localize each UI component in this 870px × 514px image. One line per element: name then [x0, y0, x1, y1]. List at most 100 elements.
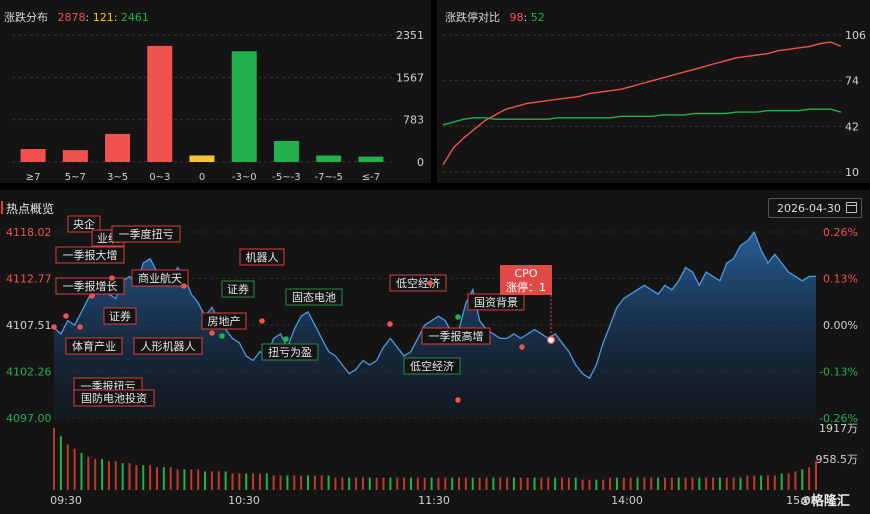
volume-bar — [760, 475, 763, 490]
volume-bar — [485, 477, 488, 490]
volume-bar — [265, 473, 268, 490]
distribution-title-label: 涨跌分布 — [4, 11, 48, 24]
x-tick-label: 0~3 — [149, 172, 170, 183]
volume-bar — [73, 448, 76, 490]
volume-bar — [622, 477, 625, 490]
event-dot — [63, 313, 69, 319]
volume-bar — [66, 444, 69, 490]
volume-bar — [313, 475, 316, 490]
y-tick-label: 2351 — [396, 29, 424, 42]
volume-bar — [526, 477, 529, 490]
volume-bar — [355, 477, 358, 490]
tag-robot-box — [239, 248, 285, 266]
volume-bar — [643, 477, 646, 490]
volume-bar — [725, 477, 728, 490]
volume-bar — [80, 452, 83, 490]
volume-bar — [547, 477, 550, 490]
bar — [316, 155, 342, 162]
event-dot — [219, 333, 225, 339]
tag-q1-surge-box — [55, 246, 125, 264]
event-dot — [77, 324, 83, 330]
volume-bar — [773, 475, 776, 490]
tag-low-altitude-down: 低空经济 — [410, 359, 454, 373]
price-area — [54, 232, 816, 418]
tag-q1-turnaround-box — [111, 225, 181, 243]
distribution-chart: 2351 1567 783 0 ≥7 5~7 3~5 0~3 0 -3~0 -5~-3 -7~-5 ≤-… — [12, 29, 424, 183]
tag-q1-surge: 一季报大增 — [63, 248, 118, 262]
x-tick-label: ≤-7 — [362, 172, 380, 183]
price-tick: 4107.51 — [6, 319, 52, 332]
volume-bar — [801, 469, 804, 490]
tag-commercial-space-box — [131, 269, 189, 287]
volume-bar — [231, 473, 234, 490]
tag-humanoid-robot-box — [133, 337, 203, 355]
calendar-icon[interactable] — [846, 202, 857, 213]
price-tick: 4097.00 — [6, 412, 52, 425]
volume-bar — [746, 475, 749, 490]
tag-q1-high-growth-box — [421, 327, 491, 345]
x-tick-label: -5~-3 — [272, 172, 300, 183]
volume-bar — [574, 477, 577, 490]
volume-bar — [142, 465, 145, 490]
tag-q1-high-growth: 一季报高增 — [429, 329, 484, 343]
limit-up-count: 98 — [509, 11, 524, 24]
volume-bar — [403, 477, 406, 490]
event-dot — [427, 280, 433, 286]
volume-bar — [691, 477, 694, 490]
bar — [62, 150, 88, 162]
date-picker[interactable]: 2026-04-30 — [768, 198, 862, 218]
tag-robot: 机器人 — [246, 250, 279, 264]
event-dot — [259, 318, 265, 324]
tag-securities-box — [103, 307, 137, 325]
volume-bar — [650, 477, 653, 490]
volume-bar — [169, 467, 172, 490]
volume-bar — [780, 473, 783, 490]
volume-bar — [416, 477, 419, 490]
hot-overview-title: 热点概览 — [0, 201, 55, 216]
volume-bar — [258, 473, 261, 490]
volume-bar — [567, 477, 570, 490]
distribution-panel: 涨跌分布 2878: 121: 2461 2351 1567 783 0 ≥7 5~7 3~… — [0, 0, 431, 183]
pct-tick: -0.13% — [819, 366, 858, 379]
volume-bar — [533, 477, 536, 490]
volume-bar — [334, 477, 337, 490]
bar — [231, 51, 257, 162]
time-tick: 10:30 — [228, 494, 260, 507]
tag-q1-growth-box — [55, 277, 125, 295]
price-tick: 4112.77 — [6, 273, 52, 286]
volume-bar — [155, 467, 158, 490]
x-tick-label: -3~0 — [232, 172, 257, 183]
cpo-dot — [546, 335, 556, 345]
volume-bar — [272, 475, 275, 490]
y-tick-label: 10 — [845, 166, 859, 179]
volume-bar — [595, 479, 598, 490]
tag-defense-battery-invest: 国防电池投资 — [81, 391, 147, 405]
brand-logo: ⊗格隆汇 — [800, 494, 850, 509]
volume-bar — [389, 477, 392, 490]
up-count: 2878 — [57, 11, 86, 24]
volume-bar — [197, 469, 200, 490]
event-dot — [283, 336, 289, 342]
volume-bar — [423, 477, 426, 490]
volume-bar — [375, 477, 378, 490]
y-tick-label: 783 — [403, 114, 424, 127]
distribution-title: 涨跌分布 2878: 121: 2461 — [4, 9, 149, 25]
volume-bar — [629, 477, 632, 490]
volume-bar — [245, 473, 248, 490]
tag-real-estate-box — [201, 312, 247, 330]
volume-bar — [794, 471, 797, 490]
tag-solid-battery: 固态电池 — [292, 291, 336, 304]
event-dot — [109, 275, 115, 281]
volume-bar — [499, 477, 502, 490]
volume-bar — [492, 477, 495, 490]
volume-bar — [815, 461, 817, 490]
volume-bar — [135, 465, 138, 490]
limit-ratio-title: 涨跌停对比 98: 52 — [445, 9, 545, 25]
bar — [147, 45, 173, 162]
volume-bar — [327, 475, 330, 490]
volume-bar — [307, 475, 309, 490]
pct-tick: 0.26% — [823, 226, 858, 239]
volume-bar — [753, 475, 756, 490]
tag-low-altitude: 低空经济 — [396, 276, 440, 290]
tag-turnaround-profit-box — [261, 343, 319, 361]
